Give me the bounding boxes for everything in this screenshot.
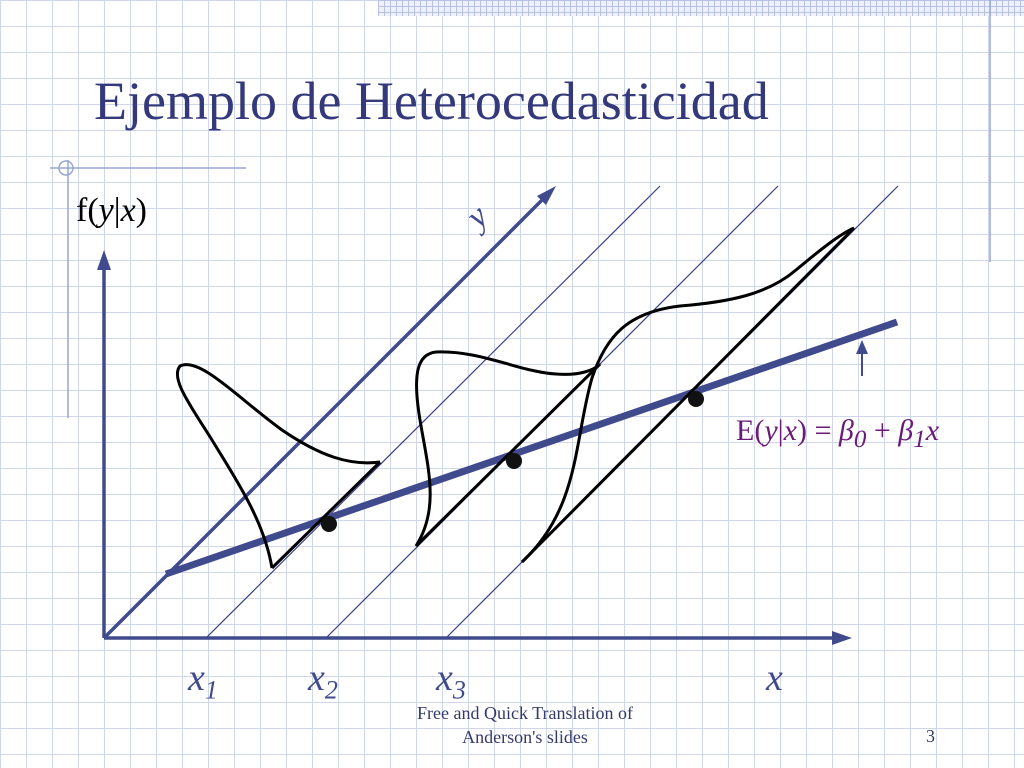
x-tick-label-x3: x3 [436, 657, 466, 705]
density-baseline-x3 [520, 226, 856, 564]
footer-line-2: Anderson's slides [462, 727, 588, 747]
page-number: 3 [926, 726, 935, 746]
regression-equation: E(y|x) = β0 + β1x [736, 414, 940, 453]
x-axis-arrowhead [832, 631, 852, 645]
x-tick-label-x2: x2 [308, 657, 338, 705]
density-baseline-x2 [414, 362, 602, 548]
regression-line [164, 318, 899, 578]
slide-footer: Free and Quick Translation of Anderson's… [385, 701, 665, 749]
density-curve-x2 [414, 350, 602, 547]
density-baseline-x1 [270, 460, 382, 570]
footer-line-1: Free and Quick Translation of [417, 703, 633, 723]
regression-pointer-arrowhead [856, 340, 868, 354]
y-axis [102, 192, 550, 640]
diagonal-guide-x1 [205, 185, 661, 639]
fy-axis-label: f(y|x) [76, 192, 147, 229]
decorative-top-band [378, 0, 1024, 16]
y-axis-arrowhead [537, 186, 556, 205]
density-curve-x3 [520, 226, 855, 564]
mean-point-x3 [688, 391, 704, 407]
fy-axis-arrowhead [97, 250, 111, 270]
x-tick-label-x1: x1 [188, 657, 218, 705]
mean-point-x1 [321, 516, 337, 532]
mean-point-x2 [506, 453, 522, 469]
slide-title: Ejemplo de Heterocedasticidad [94, 71, 769, 131]
decorative-circle [58, 160, 74, 176]
density-curve-x1 [175, 363, 381, 569]
x-axis-label: x [766, 657, 783, 699]
